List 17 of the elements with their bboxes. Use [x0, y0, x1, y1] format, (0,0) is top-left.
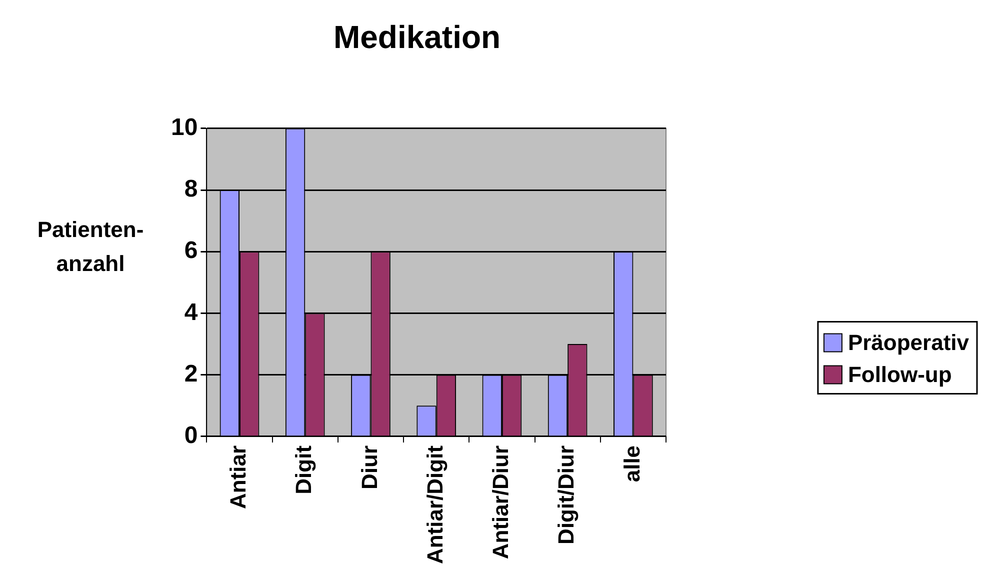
y-tick-label: 0 — [184, 422, 198, 450]
y-tick-label: 2 — [184, 360, 198, 388]
y-tick-label: 8 — [184, 176, 198, 203]
y-tick-label: 10 — [170, 114, 198, 142]
x-tick-label: Antiar/Digit — [422, 444, 448, 564]
y-tick-label: 6 — [184, 237, 198, 264]
x-tick-label: Antiar/Diur — [488, 445, 514, 560]
legend-label: Präoperativ — [848, 330, 970, 355]
x-tick-label: Diur — [356, 445, 382, 490]
x-tick-label: Antiar — [226, 445, 251, 510]
legend-label: Follow-up — [848, 362, 952, 387]
x-tick-label: Digit — [291, 444, 316, 494]
y-tick-label: 4 — [184, 298, 198, 326]
x-tick-label: Digit/Diur — [554, 445, 579, 544]
y-axis-title: Patienten-anzahl — [36, 216, 145, 278]
x-tick-label: alle — [619, 445, 644, 482]
chart-title: Medikation — [333, 19, 501, 56]
